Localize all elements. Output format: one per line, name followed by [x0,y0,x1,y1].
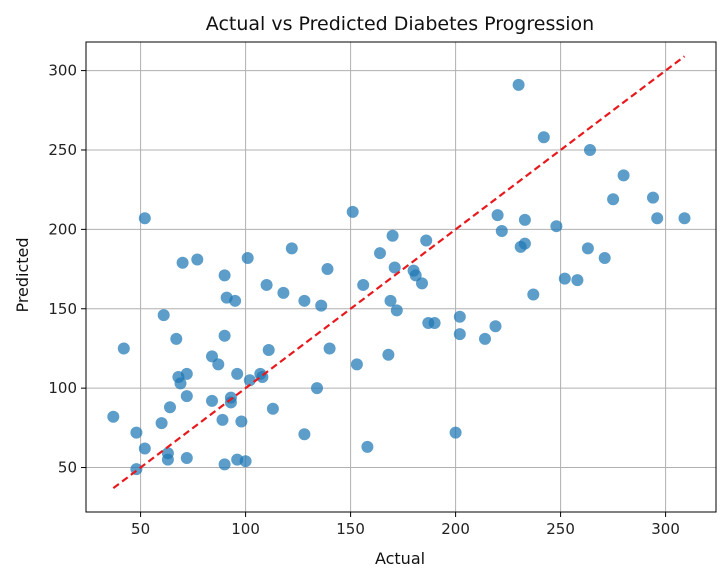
y-tick-label: 300 [48,62,77,80]
data-point [180,390,193,403]
data-point [384,294,397,307]
data-point [420,234,433,247]
data-point [537,131,550,144]
data-point [260,278,273,291]
data-point [206,394,218,407]
data-point [235,415,248,428]
data-point [527,288,540,301]
data-point [224,396,237,409]
data-point [678,212,691,225]
y-axis-label: Predicted [13,237,32,312]
data-point [107,410,120,423]
data-point [416,277,428,290]
data-point [453,310,466,323]
data-point [157,309,170,322]
data-point [218,458,231,471]
x-tick-label: 50 [131,520,150,538]
data-point [388,261,401,274]
data-point [518,213,531,226]
reference-line [112,55,686,490]
chart-title: Actual vs Predicted Diabetes Progression [206,13,594,35]
data-point [117,342,130,355]
data-point [571,274,584,287]
data-point [386,229,399,242]
y-tick-label: 150 [48,300,77,318]
data-point [390,304,403,317]
data-point [174,377,187,390]
data-point [180,452,193,465]
data-point [581,242,594,255]
data-point [361,440,374,453]
data-point [191,253,204,266]
x-axis-label: Actual [375,549,425,568]
data-point [350,358,363,371]
y-tick-label: 100 [48,379,77,397]
data-point [155,417,168,430]
data-point [311,382,323,395]
data-point [491,209,504,222]
data-point [479,332,491,345]
data-point [138,212,151,225]
data-point [262,344,275,357]
data-points [107,78,691,476]
data-point [180,367,193,380]
y-tick-label: 250 [48,141,77,159]
data-point [382,348,395,361]
data-point [285,242,298,255]
data-point [321,263,334,276]
grid [86,42,716,512]
data-point [243,374,256,387]
data-point [550,220,563,233]
data-point [323,342,336,355]
y-tick-label: 200 [48,220,77,238]
data-point [374,247,386,260]
data-point [315,299,328,312]
plot-area [85,41,717,513]
data-point [218,329,231,342]
data-point [489,320,502,333]
data-point [607,193,620,206]
x-axis: 50 100 150 200 250 300 [131,512,680,538]
data-point [647,191,659,204]
x-tick-label: 150 [336,520,365,538]
data-point [218,269,231,282]
data-point [241,251,254,264]
data-point [170,332,183,345]
data-point [598,251,611,264]
x-tick-label: 200 [441,520,470,538]
data-point [216,413,229,426]
data-point [512,78,525,91]
data-point [453,328,466,341]
data-point [212,358,225,371]
data-point [518,237,531,250]
data-point [138,442,151,455]
data-point [449,426,462,439]
x-tick-label: 100 [231,520,260,538]
data-point [176,256,189,269]
x-tick-label: 300 [651,520,680,538]
data-point [266,402,279,415]
data-point [164,401,176,414]
data-point [161,447,174,460]
data-point [357,278,370,291]
data-point [558,272,571,285]
x-tick-label: 250 [546,520,575,538]
data-point [239,455,252,468]
data-point [651,212,664,225]
data-point [231,367,244,380]
data-point [298,294,311,307]
data-point [130,426,143,439]
data-point [428,317,441,330]
data-point [617,169,630,182]
y-axis: 50 100 150 200 250 300 [48,62,86,477]
data-point [346,205,359,218]
data-point [277,286,290,299]
data-point [495,224,508,237]
data-point [229,294,242,307]
data-point [584,143,596,156]
y-tick-label: 50 [58,459,77,477]
data-point [298,428,311,441]
